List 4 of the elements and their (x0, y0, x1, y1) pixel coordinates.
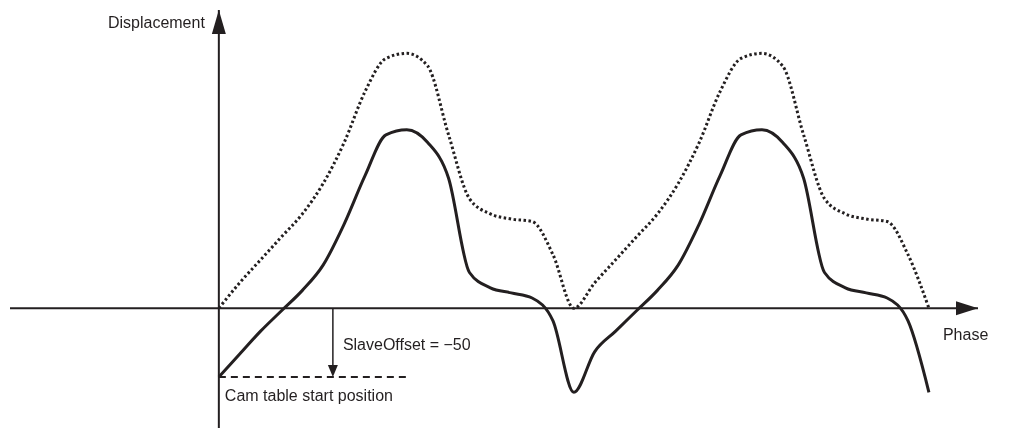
legend-label: Cam table start position (224, 387, 393, 406)
x-axis-title: Phase (942, 326, 989, 345)
annotation: SlaveOffset = −50 (342, 336, 471, 355)
y-axis-title: Displacement (107, 14, 205, 32)
